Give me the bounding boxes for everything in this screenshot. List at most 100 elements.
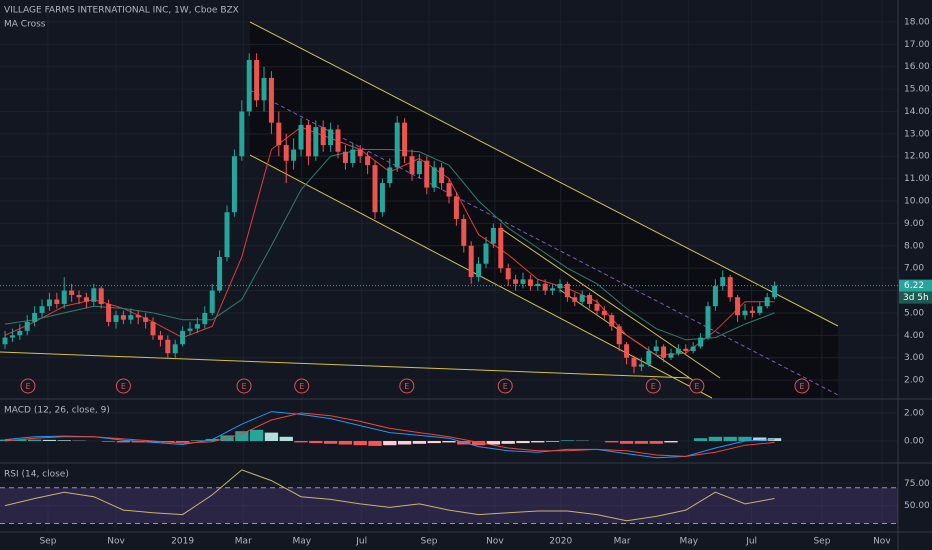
candle-body bbox=[409, 156, 415, 175]
candle-body bbox=[180, 330, 186, 345]
histogram-bar bbox=[353, 441, 367, 446]
candle-body bbox=[631, 357, 637, 367]
y-tick-label: 14.00 bbox=[904, 107, 930, 117]
trend-line bbox=[249, 21, 839, 327]
candle-body bbox=[357, 149, 363, 157]
candle-body bbox=[113, 315, 119, 322]
countdown-label: 3d 5h bbox=[903, 293, 929, 303]
histogram-bar bbox=[13, 439, 27, 442]
candle-body bbox=[535, 283, 541, 287]
histogram-bar bbox=[264, 432, 279, 442]
candle-body bbox=[453, 196, 459, 219]
y-tick-label: 13.00 bbox=[904, 129, 930, 139]
y-tick-label: 50.00 bbox=[904, 501, 930, 511]
candle-body bbox=[468, 245, 474, 278]
candle-body bbox=[638, 364, 644, 367]
candle-body bbox=[298, 124, 304, 150]
candle-body bbox=[39, 306, 45, 313]
candle-body bbox=[254, 59, 260, 101]
histogram-bar bbox=[501, 441, 515, 444]
candle-body bbox=[735, 297, 741, 316]
histogram-bar bbox=[116, 441, 131, 443]
candle-body bbox=[594, 303, 600, 311]
candle-body bbox=[83, 297, 89, 302]
y-tick-label: 17.00 bbox=[904, 40, 930, 50]
candle-body bbox=[564, 283, 570, 298]
histogram-bar bbox=[235, 431, 249, 442]
candle-body bbox=[46, 299, 52, 307]
candle-body bbox=[17, 330, 23, 336]
candle-body bbox=[439, 167, 445, 184]
histogram-bar bbox=[412, 441, 427, 444]
earnings-marker bbox=[20, 378, 36, 394]
x-tick-label: 2019 bbox=[171, 537, 194, 547]
candle-body bbox=[165, 339, 171, 354]
histogram-bar bbox=[605, 441, 619, 443]
histogram-bar bbox=[42, 439, 57, 442]
candle-body bbox=[98, 288, 104, 304]
y-tick-label: 11.00 bbox=[904, 174, 930, 184]
price-tag bbox=[899, 279, 932, 292]
histogram-bar bbox=[323, 441, 338, 444]
price-tag-label: 6.22 bbox=[904, 281, 924, 291]
histogram-bar bbox=[427, 441, 441, 444]
candle-body bbox=[350, 149, 356, 163]
candle-body bbox=[609, 315, 615, 327]
x-tick-label: 2020 bbox=[549, 537, 572, 547]
candle-body bbox=[313, 127, 319, 157]
candle-body bbox=[276, 122, 282, 146]
histogram-bar bbox=[753, 437, 767, 442]
indicator-name: MACD (12, 26, close, 9) bbox=[4, 406, 110, 416]
candle-body bbox=[661, 346, 667, 358]
candle-body bbox=[490, 227, 496, 244]
candle-body bbox=[402, 122, 408, 157]
candle-body bbox=[624, 344, 630, 358]
candle-body bbox=[128, 315, 134, 320]
candle-body bbox=[550, 288, 556, 291]
histogram-bar bbox=[723, 436, 737, 442]
candle-body bbox=[224, 212, 230, 257]
x-tick-label: Sep bbox=[421, 537, 438, 547]
histogram-bar bbox=[471, 441, 486, 446]
candle-body bbox=[261, 77, 267, 101]
candle-body bbox=[720, 277, 726, 287]
macd-line bbox=[4, 412, 775, 457]
histogram-bar bbox=[531, 441, 545, 443]
candle-body bbox=[379, 183, 385, 213]
earnings-marker bbox=[115, 378, 131, 394]
indicator-name: MA Cross bbox=[4, 20, 46, 30]
earnings-marker bbox=[236, 378, 252, 394]
candle-body bbox=[268, 77, 274, 123]
candle-body bbox=[194, 324, 200, 329]
candle-body bbox=[764, 297, 770, 307]
rsi-line bbox=[4, 469, 775, 522]
x-tick-label: Mar bbox=[614, 537, 631, 547]
candle-body bbox=[749, 310, 755, 313]
candle-body bbox=[690, 346, 696, 351]
candle-body bbox=[431, 167, 437, 188]
candle-body bbox=[727, 277, 733, 298]
candle-body bbox=[616, 326, 622, 345]
candle-body bbox=[328, 129, 334, 146]
candle-body bbox=[239, 111, 245, 157]
candle-body bbox=[372, 165, 378, 213]
histogram-bar bbox=[738, 436, 752, 442]
histogram-bar bbox=[27, 439, 42, 442]
earnings-label: E bbox=[242, 382, 247, 391]
candle-body bbox=[498, 227, 504, 269]
candle-body bbox=[320, 127, 326, 146]
candle-body bbox=[342, 151, 348, 163]
channel-midline bbox=[249, 89, 839, 396]
histogram-bar bbox=[338, 441, 353, 445]
candle-body bbox=[542, 283, 548, 291]
y-tick-label: 5.00 bbox=[904, 308, 924, 318]
earnings-label: E bbox=[694, 382, 699, 391]
candle-body bbox=[476, 263, 482, 278]
x-tick-label: Mar bbox=[235, 537, 252, 547]
earnings-marker bbox=[794, 378, 810, 394]
macd-line bbox=[4, 411, 775, 459]
histogram-bar bbox=[383, 441, 397, 446]
histogram-bar bbox=[57, 440, 71, 442]
indicator-name: RSI (14, close) bbox=[4, 470, 69, 480]
